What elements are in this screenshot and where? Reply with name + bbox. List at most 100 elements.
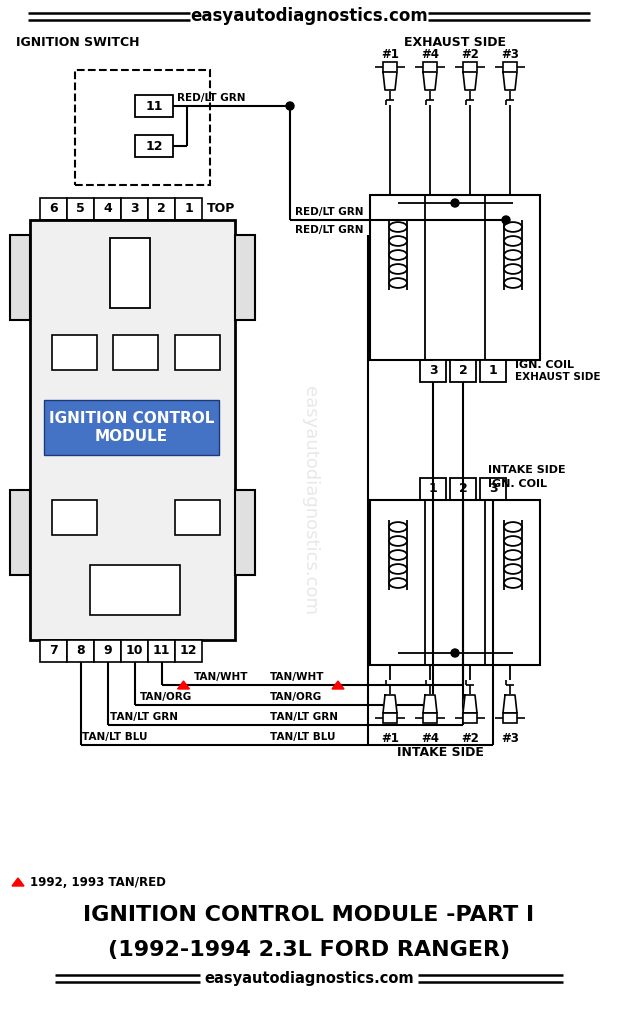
Text: 12: 12: [145, 139, 163, 152]
Ellipse shape: [389, 550, 407, 560]
Ellipse shape: [389, 250, 407, 260]
Text: #3: #3: [501, 48, 519, 62]
Text: #4: #4: [421, 48, 439, 62]
Text: 7: 7: [49, 645, 58, 657]
Text: #4: #4: [421, 731, 439, 745]
Polygon shape: [503, 695, 517, 713]
Text: #1: #1: [381, 731, 399, 745]
Bar: [135, 135, 173, 157]
Text: 1992, 1993 TAN/RED: 1992, 1993 TAN/RED: [30, 876, 166, 889]
Bar: [10, 490, 30, 575]
Bar: [480, 360, 506, 382]
Text: TOP: TOP: [207, 203, 235, 215]
Text: 1: 1: [489, 365, 497, 378]
Text: IGNITION CONTROL MODULE -PART I: IGNITION CONTROL MODULE -PART I: [83, 905, 535, 925]
Text: IGN. COIL: IGN. COIL: [488, 479, 547, 489]
Bar: [175, 198, 202, 220]
Text: 6: 6: [49, 203, 58, 215]
Circle shape: [451, 199, 459, 207]
Text: 10: 10: [125, 645, 143, 657]
Bar: [121, 198, 148, 220]
Ellipse shape: [504, 522, 522, 531]
Ellipse shape: [389, 236, 407, 246]
Text: 1: 1: [429, 482, 438, 495]
Bar: [94, 198, 121, 220]
Text: 8: 8: [76, 645, 85, 657]
Text: RED/LT GRN: RED/LT GRN: [295, 207, 363, 217]
Text: 9: 9: [103, 645, 112, 657]
Ellipse shape: [504, 564, 522, 574]
Ellipse shape: [504, 550, 522, 560]
Bar: [420, 478, 446, 500]
Bar: [30, 220, 235, 640]
Bar: [463, 713, 477, 723]
Bar: [370, 500, 540, 665]
Text: IGNITION CONTROL
MODULE: IGNITION CONTROL MODULE: [49, 411, 214, 444]
Circle shape: [286, 102, 294, 110]
Text: easyautodiagnostics.com: easyautodiagnostics.com: [301, 385, 319, 615]
Text: 12: 12: [180, 645, 197, 657]
Bar: [10, 235, 30, 320]
Bar: [423, 62, 437, 72]
Polygon shape: [12, 878, 24, 886]
Ellipse shape: [504, 222, 522, 232]
Ellipse shape: [389, 578, 407, 588]
Ellipse shape: [504, 578, 522, 588]
Bar: [148, 640, 175, 662]
Bar: [370, 195, 540, 360]
Text: 4: 4: [103, 203, 112, 215]
Bar: [383, 713, 397, 723]
Bar: [450, 360, 476, 382]
Text: 3: 3: [429, 365, 438, 378]
Text: 2: 2: [459, 482, 467, 495]
Bar: [463, 62, 477, 72]
Text: RED/LT GRN: RED/LT GRN: [295, 225, 363, 235]
Text: (1992-1994 2.3L FORD RANGER): (1992-1994 2.3L FORD RANGER): [108, 940, 510, 960]
Polygon shape: [177, 681, 190, 689]
Text: easyautodiagnostics.com: easyautodiagnostics.com: [204, 970, 414, 986]
Bar: [52, 335, 97, 370]
Text: TAN/WHT: TAN/WHT: [270, 672, 324, 682]
Bar: [75, 70, 210, 185]
Text: 1: 1: [184, 203, 193, 215]
Text: 3: 3: [489, 482, 497, 495]
Circle shape: [451, 649, 459, 657]
Ellipse shape: [389, 536, 407, 546]
Ellipse shape: [504, 536, 522, 546]
Polygon shape: [383, 695, 397, 713]
Ellipse shape: [504, 278, 522, 288]
Text: TAN/LT BLU: TAN/LT BLU: [82, 732, 148, 742]
Bar: [235, 490, 255, 575]
Text: 5: 5: [76, 203, 85, 215]
Polygon shape: [503, 72, 517, 90]
Ellipse shape: [389, 264, 407, 274]
Text: TAN/ORG: TAN/ORG: [140, 692, 192, 702]
Ellipse shape: [504, 264, 522, 274]
Bar: [503, 62, 517, 72]
Polygon shape: [463, 72, 477, 90]
Text: #2: #2: [461, 48, 479, 62]
Bar: [383, 62, 397, 72]
Text: TAN/LT BLU: TAN/LT BLU: [270, 732, 336, 742]
Ellipse shape: [389, 278, 407, 288]
Ellipse shape: [504, 250, 522, 260]
Bar: [94, 640, 121, 662]
Text: TAN/ORG: TAN/ORG: [270, 692, 322, 702]
Bar: [67, 198, 94, 220]
Polygon shape: [463, 695, 477, 713]
Bar: [90, 565, 180, 615]
Ellipse shape: [389, 564, 407, 574]
Text: #1: #1: [381, 48, 399, 62]
Bar: [175, 640, 202, 662]
Text: RED/LT GRN: RED/LT GRN: [177, 93, 245, 103]
Text: TAN/LT GRN: TAN/LT GRN: [111, 712, 179, 722]
Text: easyautodiagnostics.com: easyautodiagnostics.com: [190, 7, 428, 25]
Ellipse shape: [389, 522, 407, 531]
Text: EXHAUST SIDE: EXHAUST SIDE: [515, 372, 601, 382]
Text: INTAKE SIDE: INTAKE SIDE: [397, 747, 483, 759]
Bar: [44, 400, 219, 455]
Ellipse shape: [389, 222, 407, 232]
Bar: [175, 335, 220, 370]
Text: TAN/WHT: TAN/WHT: [193, 672, 248, 682]
Polygon shape: [423, 72, 437, 90]
